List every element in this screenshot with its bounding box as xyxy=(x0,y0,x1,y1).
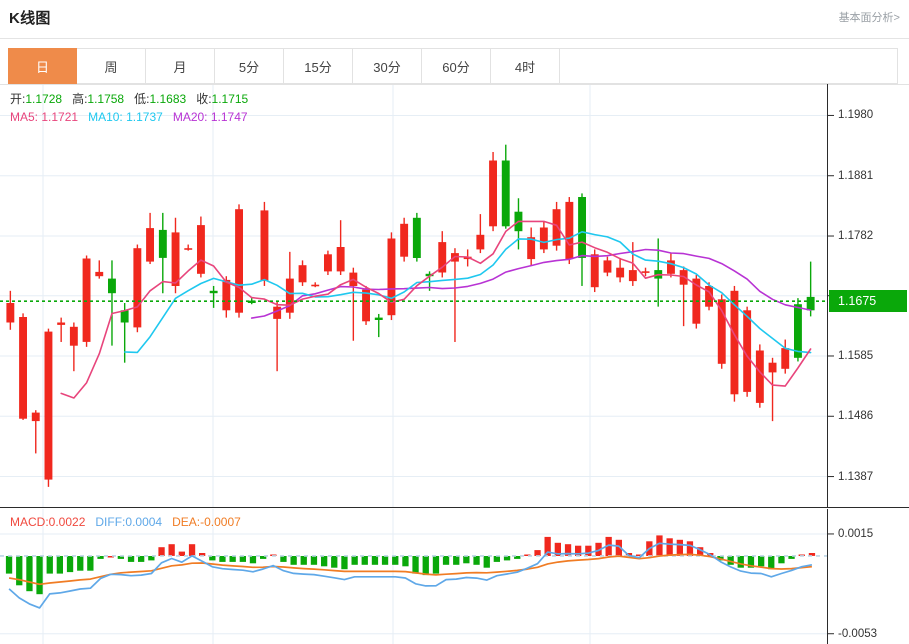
macd-plot-area[interactable] xyxy=(0,509,827,644)
diff-value: 0.0004 xyxy=(125,515,163,529)
price-axis-label: 1.1881 xyxy=(838,169,874,182)
tab-5min[interactable]: 5分 xyxy=(215,48,284,84)
macd-axis-ticks xyxy=(828,533,834,635)
candlestick-plot-area[interactable] xyxy=(0,85,827,507)
ohlc-readout: 开:1.1728 高:1.1758 低:1.1683 收:1.1715 MA5:… xyxy=(10,90,248,126)
page-title: K线图 xyxy=(9,10,51,27)
candlestick-chart[interactable]: 1.19801.18811.17821.16841.15851.14861.13… xyxy=(0,84,909,508)
close-value: 1.1715 xyxy=(211,92,249,106)
macd-axis-label: -0.0053 xyxy=(838,627,878,640)
tab-bar-filler xyxy=(560,48,898,84)
dea-label: DEA: xyxy=(172,515,201,529)
tab-day[interactable]: 日 xyxy=(8,48,77,84)
tab-60min[interactable]: 60分 xyxy=(422,48,491,84)
macd-axis-divider xyxy=(827,509,828,644)
dea-value: -0.0007 xyxy=(200,515,241,529)
candlestick-svg xyxy=(0,85,827,507)
diff-label: DIFF: xyxy=(95,515,126,529)
macd-axis: 0.0015 -0.0053 xyxy=(828,509,909,644)
period-tab-bar: 日 周 月 5分 15分 30分 60分 4时 xyxy=(8,48,898,84)
ohlc-line: 开:1.1728 高:1.1758 低:1.1683 收:1.1715 xyxy=(10,90,248,108)
low-label: 低: xyxy=(134,92,150,106)
ma5-label: MA5: xyxy=(10,110,39,124)
macd-chart[interactable]: 0.0015 -0.0053 xyxy=(0,509,909,644)
price-axis-label: 1.1486 xyxy=(838,410,874,423)
tab-30min[interactable]: 30分 xyxy=(353,48,422,84)
fundamental-analysis-link[interactable]: 基本面分析> xyxy=(838,12,900,24)
price-axis-label: 1.1387 xyxy=(838,470,874,483)
tab-15min[interactable]: 15分 xyxy=(284,48,353,84)
macd-value: 0.0022 xyxy=(48,515,86,529)
macd-axis-label: 0.0015 xyxy=(838,527,874,540)
tab-week[interactable]: 周 xyxy=(77,48,146,84)
ma10-value: 1.1737 xyxy=(126,110,163,124)
tab-month[interactable]: 月 xyxy=(146,48,215,84)
ma5-value: 1.1721 xyxy=(41,110,79,124)
ma10-label: MA10: xyxy=(88,110,123,124)
macd-label: MACD: xyxy=(10,515,49,529)
current-price-badge: 1.1675 xyxy=(829,290,907,313)
high-label: 高: xyxy=(72,92,88,106)
price-axis-label: 1.1782 xyxy=(838,230,874,243)
price-axis-label: 1.1980 xyxy=(838,109,874,122)
close-label: 收: xyxy=(196,92,212,106)
open-label: 开: xyxy=(10,92,26,106)
ma-line: MA5: 1.1721 MA10: 1.1737 MA20: 1.1747 xyxy=(10,108,248,126)
price-axis: 1.19801.18811.17821.16841.15851.14861.13… xyxy=(828,85,909,507)
price-axis-label: 1.1585 xyxy=(838,349,874,362)
price-axis-divider xyxy=(827,84,828,508)
ma20-label: MA20: xyxy=(172,110,208,124)
macd-svg xyxy=(0,509,827,644)
open-value: 1.1728 xyxy=(25,92,63,106)
tab-4hour[interactable]: 4时 xyxy=(491,48,560,84)
macd-readout: MACD:0.0022 DIFF:0.0004 DEA:-0.0007 xyxy=(10,514,241,530)
widget-header: K线图 基本面分析> xyxy=(0,0,909,39)
ma20-value: 1.1747 xyxy=(210,110,248,124)
low-value: 1.1683 xyxy=(149,92,187,106)
high-value: 1.1758 xyxy=(87,92,125,106)
